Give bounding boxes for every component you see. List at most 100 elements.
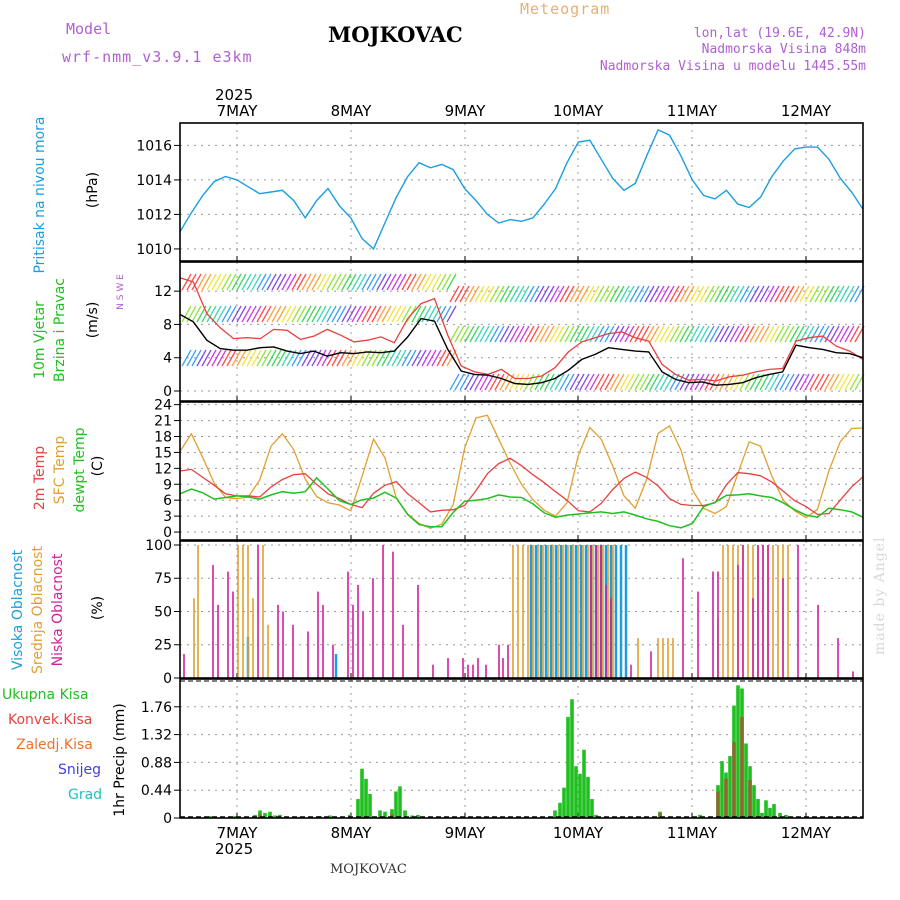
- wind-barb: [489, 285, 500, 303]
- y-tick-label: 15: [154, 445, 172, 461]
- wind-barb: [559, 325, 570, 343]
- cloud-var-label-3: Niska Oblacnost: [50, 553, 66, 666]
- wind-barb: [256, 349, 267, 367]
- wind-barb: [236, 349, 247, 367]
- wind-barb: [744, 373, 755, 391]
- y-tick-label: 25: [154, 638, 172, 654]
- wind-barb: [719, 373, 730, 391]
- wind-barb: [436, 305, 447, 323]
- temp-var-label-2: SFC Temp: [52, 436, 68, 505]
- wind-barb: [549, 285, 560, 303]
- wind-barb: [431, 305, 442, 323]
- wind-barb: [381, 349, 392, 367]
- wind-barb: [654, 285, 665, 303]
- wind-barb: [794, 325, 805, 343]
- wind-barb: [704, 285, 715, 303]
- wind-barb: [216, 305, 227, 323]
- y-tick-label: 0.88: [141, 755, 172, 771]
- precip-legend-grad: Grad: [68, 787, 102, 803]
- temp-var-label-3: dewpt Temp: [72, 427, 88, 512]
- wind-barb: [391, 305, 402, 323]
- wind-barb: [296, 273, 307, 291]
- wind-barb: [221, 305, 232, 323]
- wind-barb: [534, 325, 545, 343]
- wind-barb: [834, 325, 845, 343]
- wind-barb: [306, 273, 317, 291]
- precip-total-bar: [566, 716, 570, 818]
- wind-barb: [371, 273, 382, 291]
- wind-barb: [401, 273, 412, 291]
- wind-barb: [276, 273, 287, 291]
- wind-barb: [276, 305, 287, 323]
- precip-total-bar: [390, 809, 394, 818]
- wind-barb: [584, 373, 595, 391]
- wind-barb: [494, 373, 505, 391]
- wind-barb: [196, 273, 207, 291]
- precip-total-bar: [378, 810, 382, 818]
- wind-barb: [286, 305, 297, 323]
- wind-barb: [524, 285, 535, 303]
- wind-barb: [839, 285, 850, 303]
- wind-barb: [839, 373, 850, 391]
- watermark: made by Angel: [872, 536, 888, 656]
- wind-barb: [186, 349, 197, 367]
- wind-barb: [544, 285, 555, 303]
- wind-barb: [356, 305, 367, 323]
- wind-barb: [396, 273, 407, 291]
- precip-total-bar: [752, 785, 756, 818]
- y-tick-label: 8: [163, 317, 172, 333]
- wind-barb: [351, 273, 362, 291]
- pressure-line: [179, 128, 864, 251]
- wind-barb: [504, 325, 515, 343]
- wind-barb: [564, 325, 575, 343]
- y-tick-label: 21: [154, 414, 172, 430]
- precip-legend-total: Ukupna Kisa: [2, 687, 89, 703]
- wind-barb: [376, 273, 387, 291]
- wind-barb: [499, 325, 510, 343]
- wind-barb: [366, 273, 377, 291]
- wind-barb: [824, 285, 835, 303]
- wind-barb: [494, 325, 505, 343]
- y-tick-label: 12: [154, 461, 172, 477]
- wind-barb: [256, 305, 267, 323]
- wind-barb: [624, 373, 635, 391]
- panel-frame: [179, 261, 864, 402]
- wind-barb: [774, 325, 785, 343]
- top-day-label: 7MAY: [217, 102, 259, 120]
- panel-frame: [179, 401, 864, 541]
- wind-barb: [464, 373, 475, 391]
- precip-total-bar: [760, 812, 764, 818]
- wind-barb: [464, 285, 475, 303]
- y-tick-label: 75: [154, 571, 172, 587]
- y-tick-label: 1.76: [141, 700, 172, 716]
- wind-barb: [784, 325, 795, 343]
- wind-barb: [669, 325, 680, 343]
- meteogram-label: Meteogram: [520, 0, 611, 18]
- wind-barb: [729, 325, 740, 343]
- wind-barb: [614, 285, 625, 303]
- y-tick-label: 0.44: [141, 783, 172, 799]
- wind-barb: [366, 305, 377, 323]
- wind-barb: [539, 325, 550, 343]
- wind-barb: [559, 373, 570, 391]
- precip-total-bar: [273, 815, 277, 818]
- y-tick-label: 50: [154, 604, 172, 620]
- wind-barb: [509, 325, 520, 343]
- wind-speed-line: [179, 313, 864, 386]
- wind-barb: [226, 305, 237, 323]
- wind-barb: [261, 273, 272, 291]
- wind-barb: [459, 285, 470, 303]
- y-tick-label: 18: [154, 430, 172, 446]
- precip-total-bar: [208, 816, 212, 818]
- precip-total-bar: [728, 756, 732, 818]
- station-footer-label: MOJKOVAC: [330, 862, 407, 877]
- temp-var-label-1: 2m Temp: [32, 446, 48, 510]
- wind-barb: [484, 325, 495, 343]
- wind-barb: [226, 273, 237, 291]
- wind-barb: [499, 373, 510, 391]
- precip-conv-bar: [258, 814, 262, 818]
- precip-total-bar: [364, 778, 368, 818]
- wind-barb: [794, 373, 805, 391]
- wind-var-label-2: Brzina i Pravac: [52, 278, 68, 382]
- wind-barb: [211, 273, 222, 291]
